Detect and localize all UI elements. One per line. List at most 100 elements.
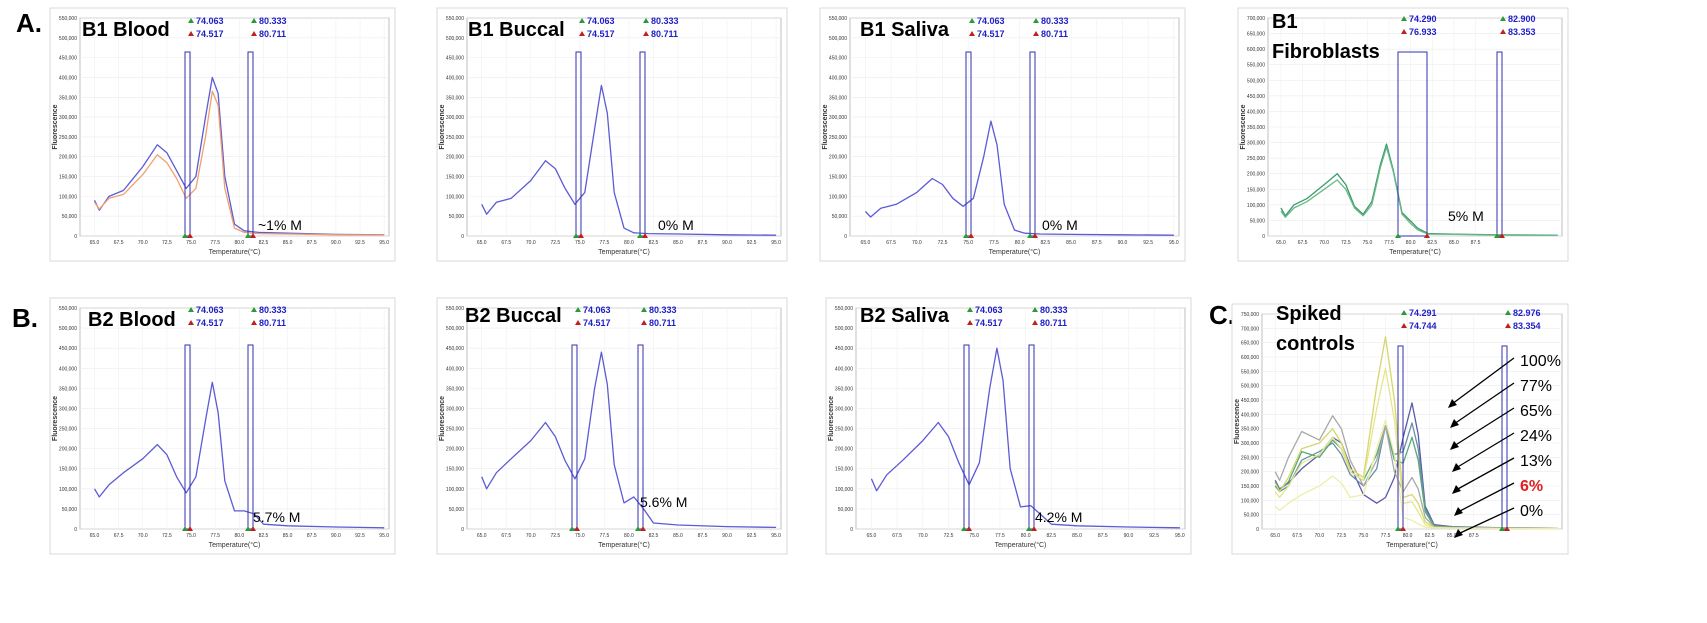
- cursor-marker-red: [1400, 526, 1406, 531]
- y-tick-label: 350,000: [829, 95, 847, 101]
- y-tick-label: 450,000: [1247, 94, 1265, 100]
- y-tick-label: 350,000: [59, 386, 77, 392]
- y-tick-label: 300,000: [1247, 141, 1265, 147]
- x-axis-label: Temperature(°C): [1389, 248, 1441, 256]
- y-tick-label: 50,000: [62, 214, 78, 220]
- cursor-box: [571, 344, 578, 530]
- y-tick-label: 450,000: [835, 346, 853, 352]
- cursor-flag-green: [969, 18, 975, 23]
- y-tick-label: 550,000: [59, 306, 77, 312]
- panel-letter-c: C.: [1209, 300, 1235, 330]
- cursor-marker-red: [250, 233, 256, 238]
- cursor-box: [247, 344, 254, 530]
- series-line-1: [93, 90, 385, 236]
- y-tick-label: 50,000: [449, 507, 465, 513]
- cursor-value: 74.517: [196, 318, 224, 328]
- y-tick-label: 0: [461, 527, 464, 533]
- level-arrowhead: [1448, 399, 1457, 408]
- cursor-value: 80.333: [651, 16, 679, 26]
- x-tick-label: 72.5: [550, 240, 560, 246]
- y-tick-label: 250,000: [829, 135, 847, 141]
- cursor-box: [1496, 51, 1503, 237]
- x-tick-label: 72.5: [550, 533, 560, 539]
- cursor-marker-green: [569, 526, 575, 531]
- chart-0: 0 50,000 100,000 150,000 200,000 250,000 300,0…: [49, 7, 396, 262]
- y-axis-label: Fluorescence: [52, 396, 59, 441]
- x-tick-label: 72.5: [944, 533, 954, 539]
- y-axis-label: Fluorescence: [52, 104, 59, 149]
- y-tick-label: 550,000: [446, 16, 464, 22]
- cursor-value: 83.354: [1513, 321, 1541, 331]
- cursor-value: 80.333: [259, 16, 287, 26]
- cursor-value: 74.063: [583, 305, 611, 315]
- x-tick-label: 92.5: [1149, 533, 1159, 539]
- x-tick-label: 80.0: [624, 240, 634, 246]
- level-arrow: [1457, 507, 1515, 535]
- cursor-value: 74.063: [196, 305, 224, 315]
- chart-7: 0 50,000 100,000 150,000 200,000 250,000 300,0…: [1231, 303, 1569, 555]
- cursor-value: 80.711: [1041, 29, 1068, 39]
- cursor-value: 80.711: [649, 318, 676, 328]
- cursor-marker-red: [250, 526, 256, 531]
- plot-area: [79, 307, 390, 530]
- cursor-marker-green: [961, 526, 967, 531]
- x-tick-label: 67.5: [1298, 240, 1308, 246]
- cursor-value: 74.291: [1409, 308, 1437, 318]
- y-tick-label: 550,000: [446, 306, 464, 312]
- x-tick-label: 87.5: [698, 240, 708, 246]
- x-tick-label: 82.5: [1040, 240, 1050, 246]
- x-tick-label: 65.0: [1276, 240, 1286, 246]
- x-tick-label: 70.0: [138, 240, 148, 246]
- y-tick-label: 500,000: [1247, 78, 1265, 84]
- cursor-marker-red: [968, 233, 974, 238]
- cursor-flag-red: [1032, 320, 1038, 325]
- x-tick-label: 77.5: [1384, 240, 1394, 246]
- x-axis-label: Temperature(°C): [995, 541, 1047, 549]
- series-line-1: [1280, 146, 1558, 236]
- y-tick-label: 400,000: [1247, 109, 1265, 115]
- x-tick-label: 77.5: [989, 240, 999, 246]
- y-tick-label: 100,000: [446, 487, 464, 493]
- chart-title: B2 Saliva: [860, 305, 950, 327]
- cursor-box: [1028, 344, 1035, 530]
- cursor-marker-green: [963, 233, 969, 238]
- cursor-flag-green: [188, 307, 194, 312]
- x-tick-label: 77.5: [1381, 533, 1391, 539]
- y-tick-label: 400,000: [1241, 412, 1259, 418]
- chart-title: Spiked: [1276, 303, 1342, 325]
- level-arrowhead: [1450, 441, 1459, 450]
- cursor-marker-green: [1395, 526, 1401, 531]
- cursor-flag-red: [967, 320, 973, 325]
- cursor-marker-red: [1031, 526, 1037, 531]
- cursor-flag-green: [251, 18, 257, 23]
- x-axis-label: Temperature(°C): [598, 541, 650, 549]
- chart-title: B2 Blood: [88, 309, 176, 331]
- x-tick-label: 92.5: [355, 533, 365, 539]
- plot-area: [855, 307, 1186, 530]
- cursor-marker-green: [637, 233, 643, 238]
- level-label: 65%: [1520, 403, 1552, 420]
- cursor-value: 80.333: [1041, 16, 1069, 26]
- chart-title: B1 Buccal: [468, 19, 565, 41]
- methylation-annotation: 5% M: [1448, 208, 1484, 224]
- y-tick-label: 500,000: [59, 326, 77, 332]
- cursor-flag-red: [1401, 323, 1407, 328]
- x-tick-label: 65.0: [861, 240, 871, 246]
- cursor-value: 82.900: [1508, 14, 1536, 24]
- x-tick-label: 95.0: [771, 240, 781, 246]
- x-tick-label: 87.5: [1469, 533, 1479, 539]
- x-tick-label: 85.0: [1447, 533, 1457, 539]
- x-tick-label: 92.5: [1143, 240, 1153, 246]
- y-tick-label: 550,000: [59, 16, 77, 22]
- y-tick-label: 700,000: [1241, 326, 1259, 332]
- cursor-value: 74.517: [583, 318, 611, 328]
- y-tick-label: 0: [74, 234, 77, 240]
- x-axis-label: Temperature(°C): [989, 248, 1041, 256]
- chart-title: B1 Saliva: [860, 19, 950, 41]
- x-tick-label: 65.0: [477, 533, 487, 539]
- level-label: 13%: [1520, 453, 1552, 470]
- x-tick-label: 82.5: [1046, 533, 1056, 539]
- x-tick-label: 82.5: [1427, 240, 1437, 246]
- y-tick-label: 0: [1262, 234, 1265, 240]
- chart-title: Fibroblasts: [1272, 41, 1380, 63]
